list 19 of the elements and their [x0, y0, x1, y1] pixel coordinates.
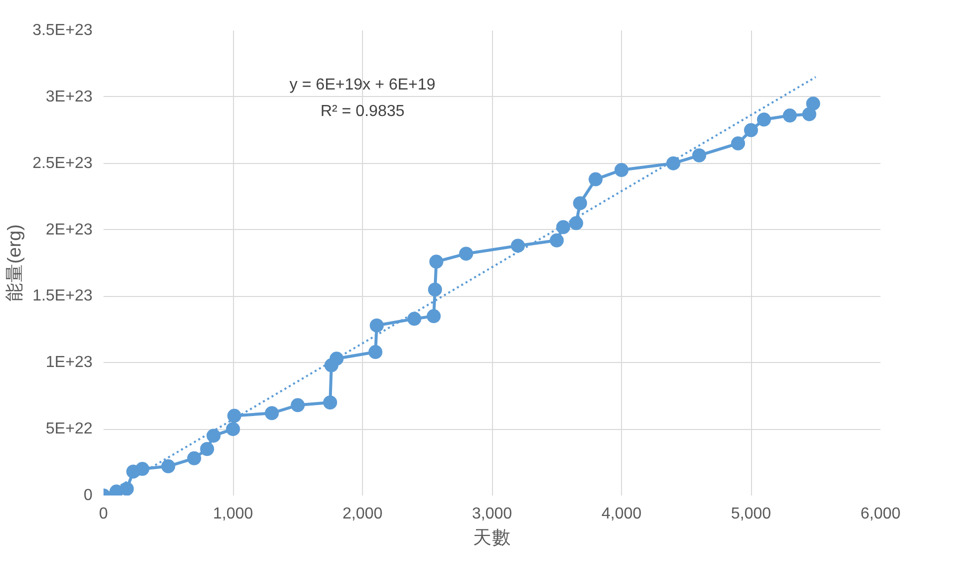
- y-tick-label: 1.5E+23: [32, 288, 93, 305]
- x-tick-label: 6,000: [860, 506, 901, 522]
- y-tick-label: 2E+23: [46, 221, 93, 238]
- annotation: R² = 0.9835: [320, 103, 405, 120]
- y-tick-label: 2.5E+23: [32, 154, 93, 172]
- y-tick-label: 5E+22: [46, 420, 93, 438]
- y-tick-label: 1E+23: [46, 354, 93, 372]
- x-tick-label: 0: [99, 506, 108, 522]
- annotation: y = 6E+19x + 6E+19: [290, 76, 436, 94]
- x-tick-label: 5,000: [730, 506, 772, 522]
- x-axis-title: 天數: [473, 526, 511, 548]
- x-tick-label: 2,000: [342, 506, 383, 522]
- y-tick-label: 0: [84, 487, 93, 504]
- y-tick-label: 3E+23: [46, 88, 93, 106]
- x-tick-label: 4,000: [601, 506, 642, 522]
- y-axis-title: 能量(erg): [3, 224, 24, 302]
- x-tick-label: 1,000: [212, 506, 254, 522]
- y-tick-label: 3.5E+23: [32, 22, 93, 39]
- x-tick-label: 3,000: [472, 506, 512, 522]
